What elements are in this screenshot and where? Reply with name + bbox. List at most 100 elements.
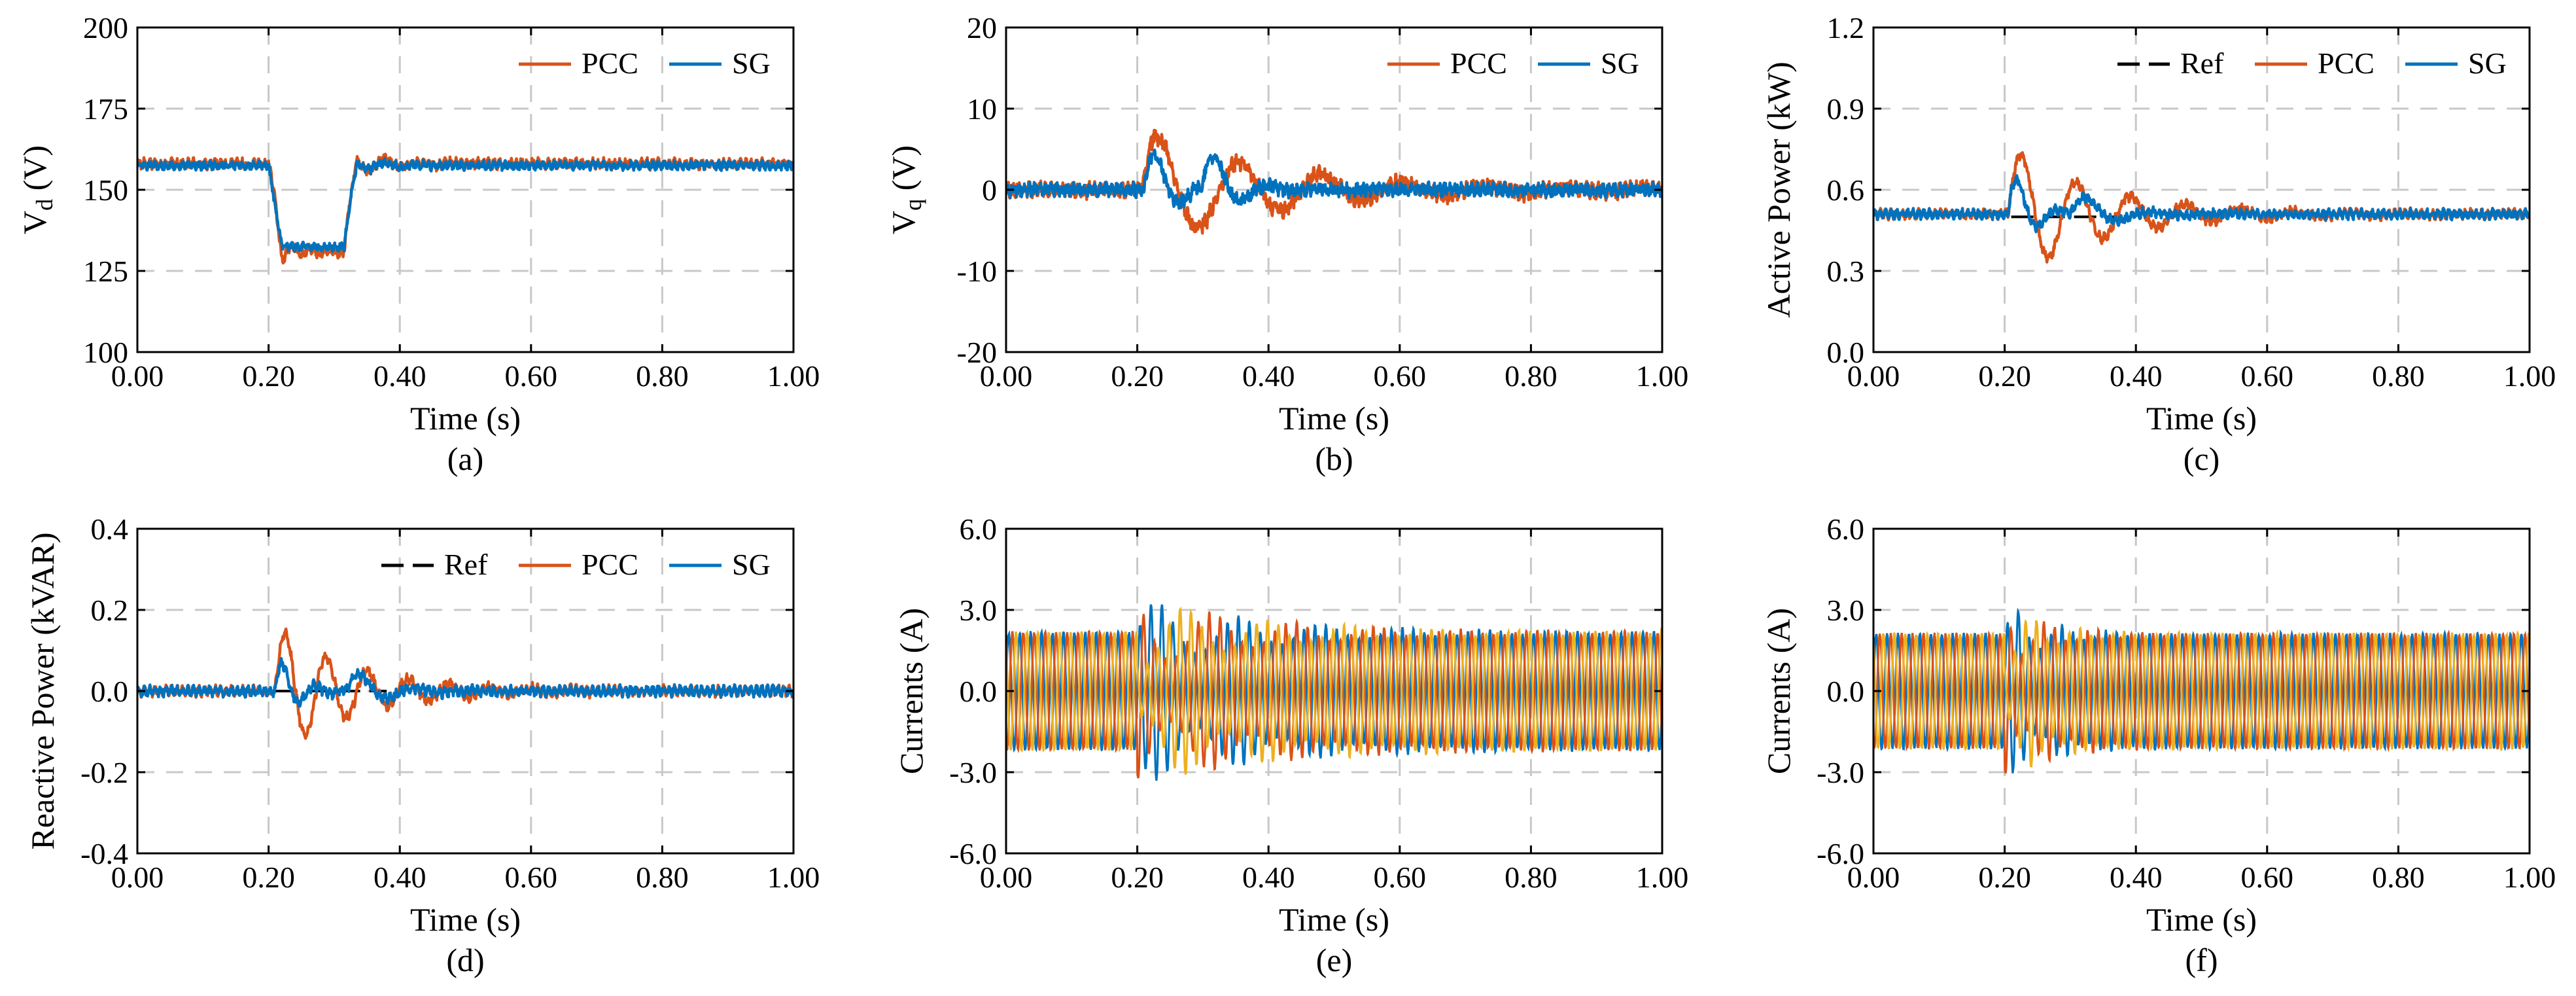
x-tick-label: 0.20	[1111, 359, 1164, 393]
x-axis-label: Time (s)	[410, 400, 521, 436]
y-tick-label: 0.0	[960, 675, 998, 708]
series-line-phase-b	[1006, 611, 1662, 779]
legend: Ref PCC SG	[2117, 46, 2507, 80]
y-tick-label: 0.0	[1827, 675, 1865, 708]
x-tick-label: 1.00	[2503, 359, 2556, 393]
y-tick-label: -10	[957, 255, 997, 288]
y-axis-label: Active Power (kW)	[1760, 62, 1797, 318]
y-tick-label: 0.0	[91, 675, 129, 708]
subfigure-caption: (e)	[1316, 942, 1353, 978]
y-tick-label: -3.0	[949, 756, 997, 789]
x-tick-label: 0.00	[1847, 861, 1900, 894]
y-tick-label: -6.0	[949, 837, 997, 870]
plot-area	[1006, 128, 1662, 235]
x-tick-label: 0.20	[242, 359, 295, 393]
x-tick-label: 0.20	[1111, 861, 1164, 894]
x-tick-label: 0.60	[505, 861, 558, 894]
x-axis-label: Time (s)	[2146, 400, 2257, 436]
y-tick-label: 0.6	[1827, 173, 1865, 207]
series-line-phase-a	[1006, 604, 1662, 781]
x-tick-label: 0.80	[636, 861, 689, 894]
chart-b: 0.00 0.20 0.40 0.60 0.80 1.00 -20 -10 0 10 20 Time …	[885, 11, 1688, 477]
series-line-phase-a	[1873, 607, 2530, 774]
y-tick-label: 6.0	[1827, 512, 1865, 546]
y-axis-label: Reactive Power (kVAR)	[24, 532, 61, 849]
series-line-pcc	[1873, 151, 2530, 264]
subfigure-caption: (a)	[447, 440, 484, 477]
series-line-sg	[137, 656, 793, 708]
subfigure-caption: (b)	[1315, 440, 1353, 477]
plot-area	[137, 152, 793, 265]
x-tick-label: 0.60	[505, 359, 558, 393]
y-tick-label: 0.3	[1827, 255, 1865, 288]
x-tick-label: 1.00	[1636, 861, 1689, 894]
series-line-phase-c	[1873, 619, 2530, 768]
y-tick-label: -20	[957, 336, 997, 369]
series-line-phase-b	[1873, 621, 2530, 774]
y-tick-label: -6.0	[1817, 837, 1864, 870]
legend-label-ref: Ref	[2180, 46, 2224, 80]
x-tick-label: 0.00	[111, 359, 164, 393]
legend-label-pcc: PCC	[1450, 46, 1507, 80]
y-tick-label: 0.9	[1827, 92, 1865, 126]
series-line-sg	[1873, 174, 2530, 234]
chart-a: 0.00 0.20 0.40 0.60 0.80 1.00 100 125 150 175 200 T…	[16, 11, 820, 477]
x-tick-label: 0.60	[2241, 861, 2294, 894]
y-tick-label: 200	[83, 11, 128, 44]
x-axis-label: Time (s)	[2146, 901, 2257, 938]
x-tick-label: 1.00	[2503, 861, 2556, 894]
y-tick-label: 3.0	[1827, 594, 1865, 627]
y-tick-label: 6.0	[960, 512, 998, 546]
legend-label-sg: SG	[2468, 46, 2507, 80]
x-tick-label: 0.80	[1505, 359, 1558, 393]
legend: PCC SG	[519, 46, 771, 80]
y-axis-label: Currents (A)	[893, 608, 930, 774]
x-tick-label: 0.00	[980, 861, 1033, 894]
chart-c: 0.00 0.20 0.40 0.60 0.80 1.00 0.0 0.3 0.6 0.9 1.2 T…	[1760, 11, 2556, 477]
plot-area	[1873, 151, 2530, 264]
y-tick-label: 0.0	[1827, 336, 1865, 369]
y-tick-label: 20	[967, 11, 997, 44]
legend-label-pcc: PCC	[582, 548, 638, 581]
x-tick-label: 0.80	[1505, 861, 1558, 894]
x-tick-label: 1.00	[1636, 359, 1689, 393]
x-tick-label: 0.20	[1978, 359, 2031, 393]
y-tick-label: 3.0	[960, 594, 998, 627]
series-line-phase-c	[1006, 606, 1662, 775]
x-tick-label: 0.20	[242, 861, 295, 894]
chart-d: 0.00 0.20 0.40 0.60 0.80 1.00 -0.4 -0.2 0.0 0.2 0.…	[24, 512, 820, 978]
y-tick-label: -0.4	[80, 837, 128, 870]
y-tick-label: 0.4	[91, 512, 129, 546]
x-tick-label: 0.40	[2110, 861, 2163, 894]
x-tick-label: 0.00	[980, 359, 1033, 393]
x-tick-label: 0.40	[1242, 861, 1295, 894]
y-tick-label: -3.0	[1817, 756, 1864, 789]
y-tick-label: 150	[83, 173, 128, 207]
x-axis-label: Time (s)	[1279, 400, 1389, 436]
y-axis-label: Currents (A)	[1760, 608, 1797, 774]
legend-label-pcc: PCC	[2318, 46, 2375, 80]
plot-area	[1873, 607, 2530, 774]
y-tick-label: 1.2	[1827, 11, 1865, 44]
x-tick-label: 0.60	[1374, 861, 1427, 894]
subfigure-caption: (d)	[446, 942, 484, 978]
x-tick-label: 0.80	[636, 359, 689, 393]
x-tick-label: 0.60	[2241, 359, 2294, 393]
legend-label-ref: Ref	[444, 548, 488, 581]
x-tick-label: 0.60	[1374, 359, 1427, 393]
y-tick-label: -0.2	[80, 756, 128, 789]
series-line-sg	[1006, 148, 1662, 210]
chart-f: 0.00 0.20 0.40 0.60 0.80 1.00 -6.0 -3.0 0.0 3.0 6.…	[1760, 512, 2556, 978]
y-tick-label: 10	[967, 92, 997, 126]
legend-label-pcc: PCC	[582, 46, 638, 80]
legend-label-sg: SG	[1601, 46, 1639, 80]
y-tick-label: 100	[83, 336, 128, 369]
y-tick-label: 0	[982, 173, 997, 207]
x-tick-label: 1.00	[767, 359, 820, 393]
x-axis-label: Time (s)	[1279, 901, 1389, 938]
subfigure-caption: (f)	[2185, 942, 2218, 978]
plot-area	[1006, 604, 1662, 781]
x-tick-label: 0.80	[2372, 359, 2425, 393]
chart-e: 0.00 0.20 0.40 0.60 0.80 1.00 -6.0 -3.0 0.0 3.0 6.…	[893, 512, 1688, 978]
